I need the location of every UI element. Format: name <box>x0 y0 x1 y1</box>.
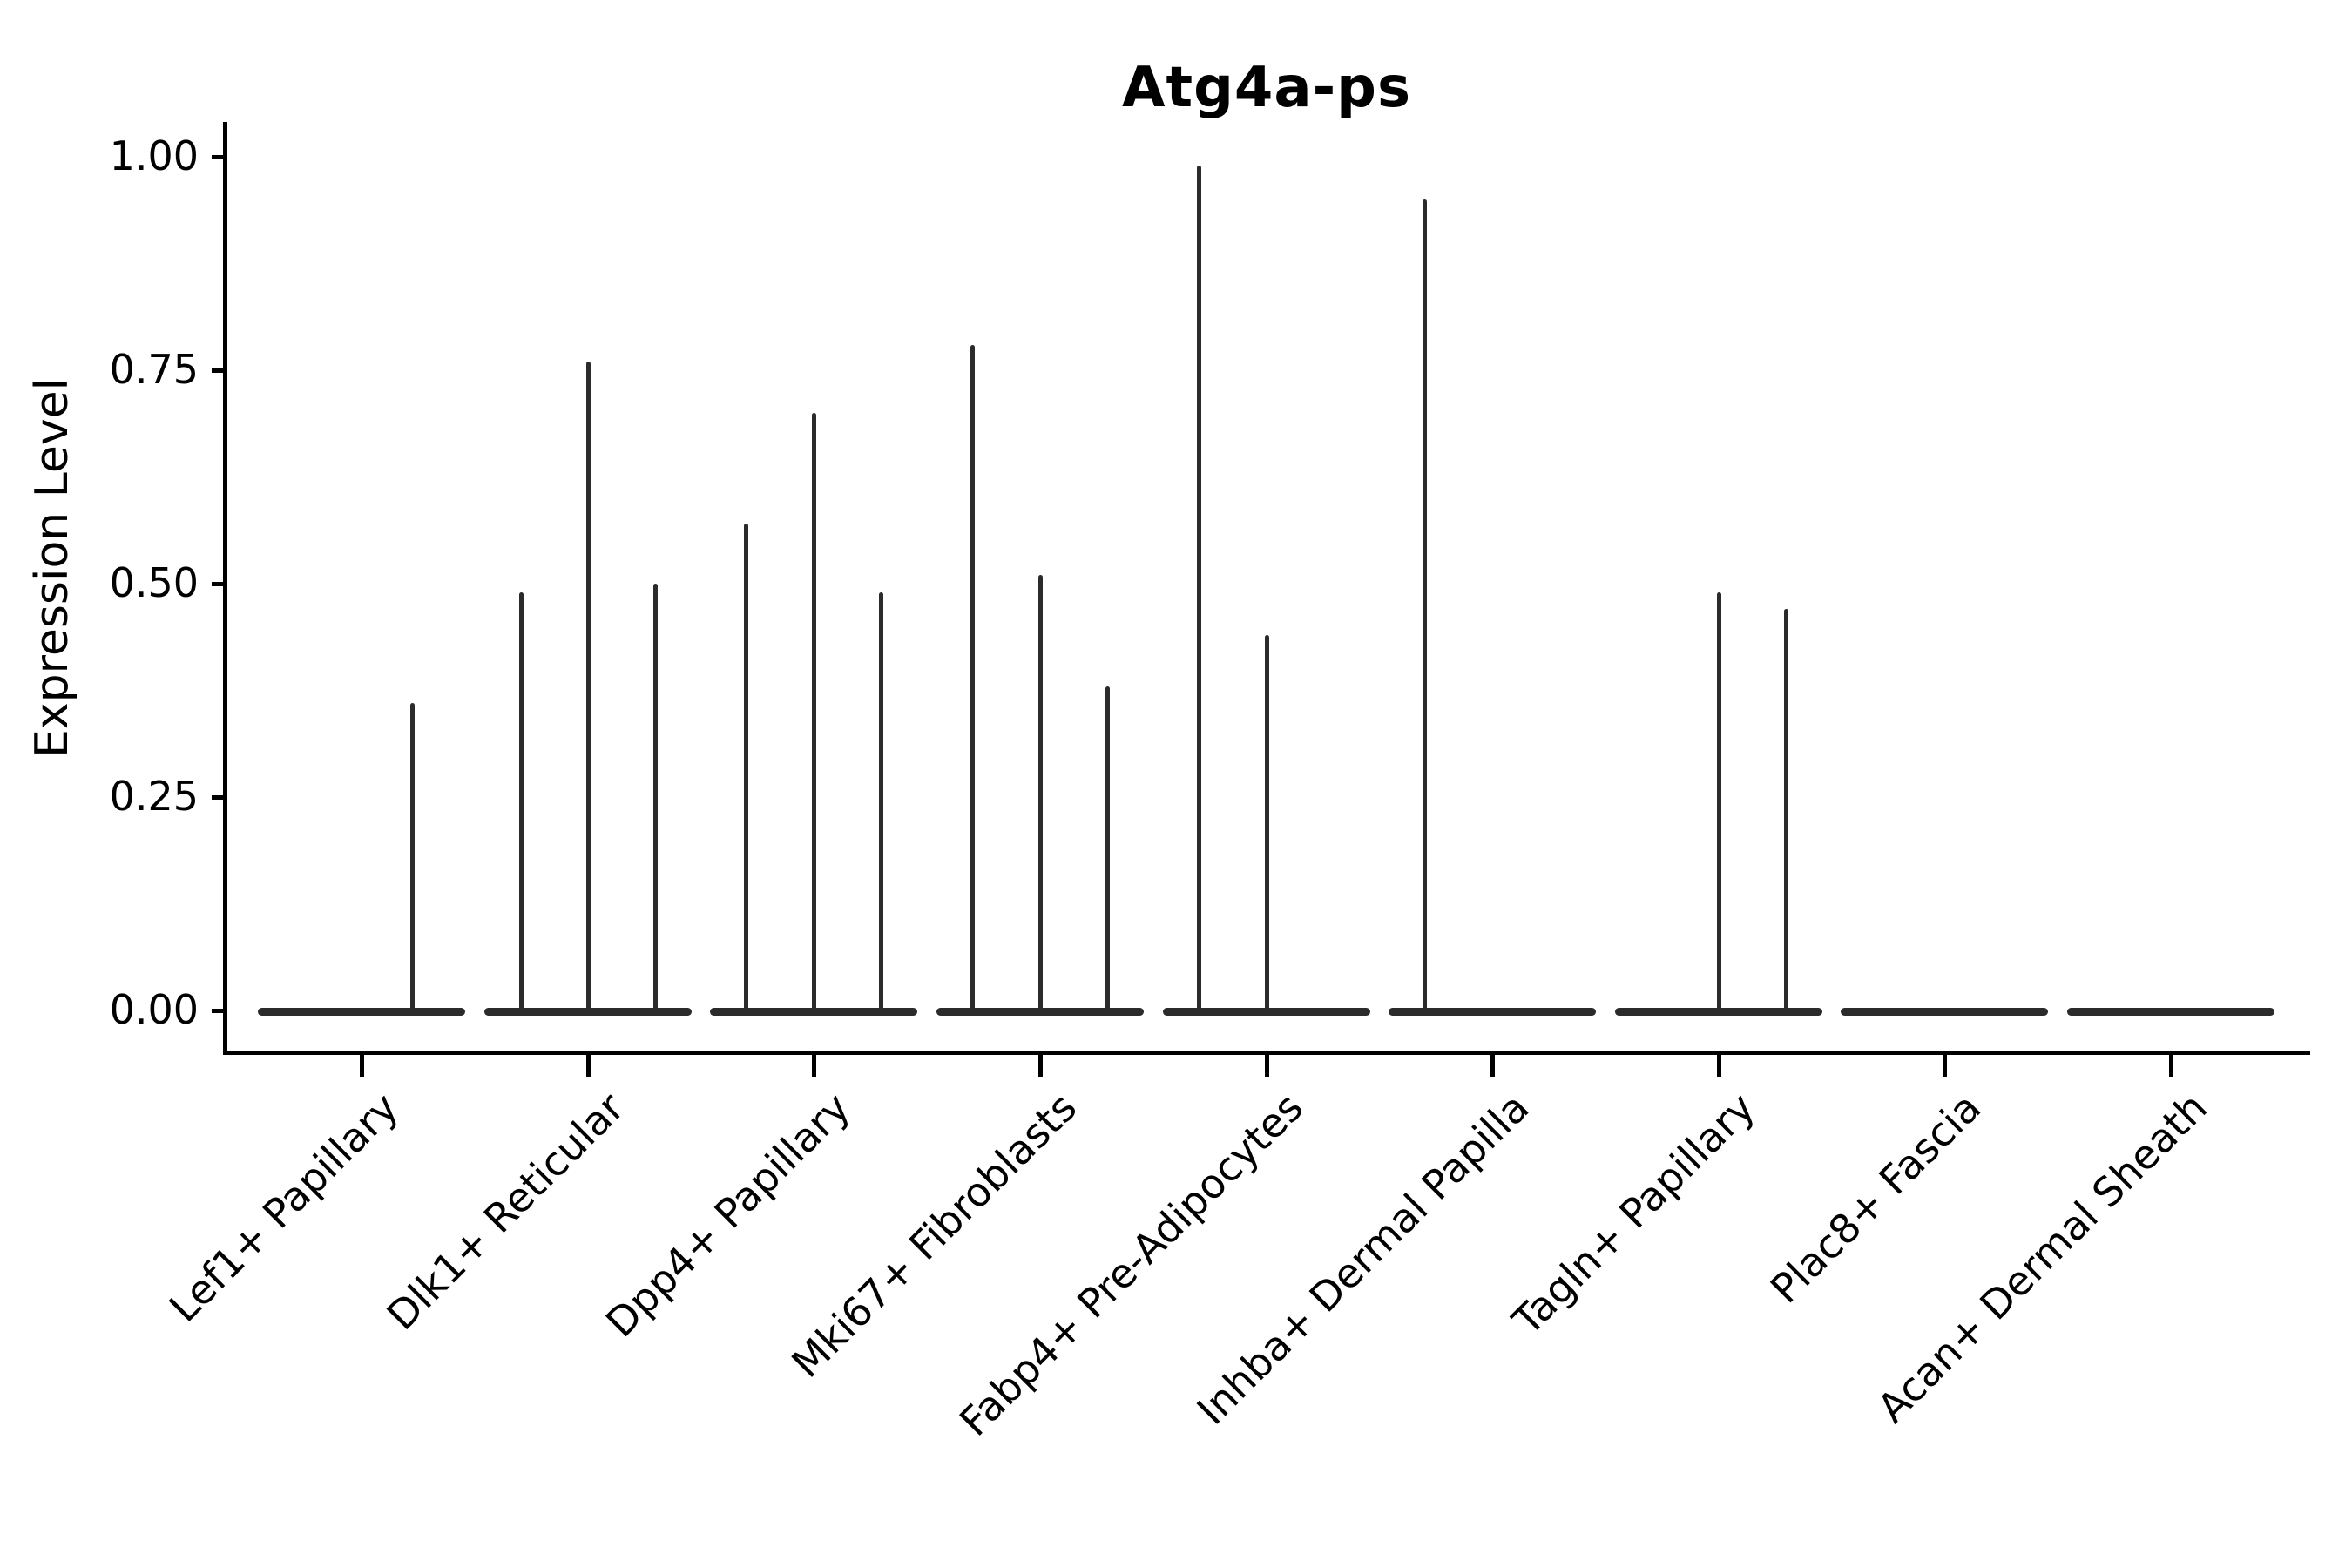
violin-spike <box>970 344 975 1014</box>
x-tick-label: Tagln+ Papillary <box>1504 1084 1764 1344</box>
x-tick-mark <box>1716 1055 1721 1077</box>
violin-spike <box>652 584 658 1014</box>
y-tick-mark <box>212 155 225 159</box>
x-tick-mark <box>1490 1055 1496 1077</box>
violin-base <box>2067 1008 2274 1016</box>
violin-spike <box>585 362 591 1014</box>
x-tick-mark <box>360 1055 364 1077</box>
violin-base <box>258 1008 465 1016</box>
violin-base <box>1841 1008 2049 1016</box>
x-axis-line <box>223 1051 2310 1055</box>
y-tick-label: 0.25 <box>109 772 199 820</box>
x-tick-mark <box>2169 1055 2173 1077</box>
x-tick-mark <box>812 1055 817 1077</box>
x-tick-label: Plac8+ Fascia <box>1761 1084 1990 1313</box>
violin-spike <box>879 591 884 1014</box>
violin-spike <box>1037 575 1043 1014</box>
violin-spike <box>1716 591 1721 1014</box>
y-tick-mark <box>212 795 225 800</box>
y-tick-mark <box>212 1009 225 1013</box>
y-axis-line <box>223 122 227 1055</box>
x-tick-label: Dpp4+ Papillary <box>597 1084 860 1347</box>
violin-spike <box>1423 199 1428 1014</box>
y-tick-mark <box>212 368 225 373</box>
chart-title: Atg4a-ps <box>1121 56 1412 120</box>
y-tick-label: 0.50 <box>109 558 199 606</box>
x-tick-mark <box>585 1055 591 1077</box>
x-tick-label: Lef1+ Papillary <box>159 1084 408 1331</box>
y-tick-label: 0.00 <box>109 985 199 1033</box>
violin-spike <box>1196 165 1201 1014</box>
y-tick-mark <box>212 582 225 586</box>
x-tick-mark <box>1943 1055 1948 1077</box>
violin-base <box>1389 1008 1597 1016</box>
y-tick-label: 1.00 <box>109 132 199 179</box>
violin-spike <box>744 524 749 1014</box>
violin-spike <box>518 591 524 1014</box>
x-tick-mark <box>1264 1055 1269 1077</box>
y-tick-label: 0.75 <box>109 345 199 393</box>
violin-spike <box>1783 609 1788 1014</box>
x-tick-label: Dlk1+ Reticular <box>377 1084 633 1340</box>
x-tick-mark <box>1037 1055 1043 1077</box>
violin-spike <box>812 413 817 1014</box>
violin-spike <box>1264 634 1269 1014</box>
violin-spike <box>410 703 415 1014</box>
violin-spike <box>1105 686 1110 1014</box>
